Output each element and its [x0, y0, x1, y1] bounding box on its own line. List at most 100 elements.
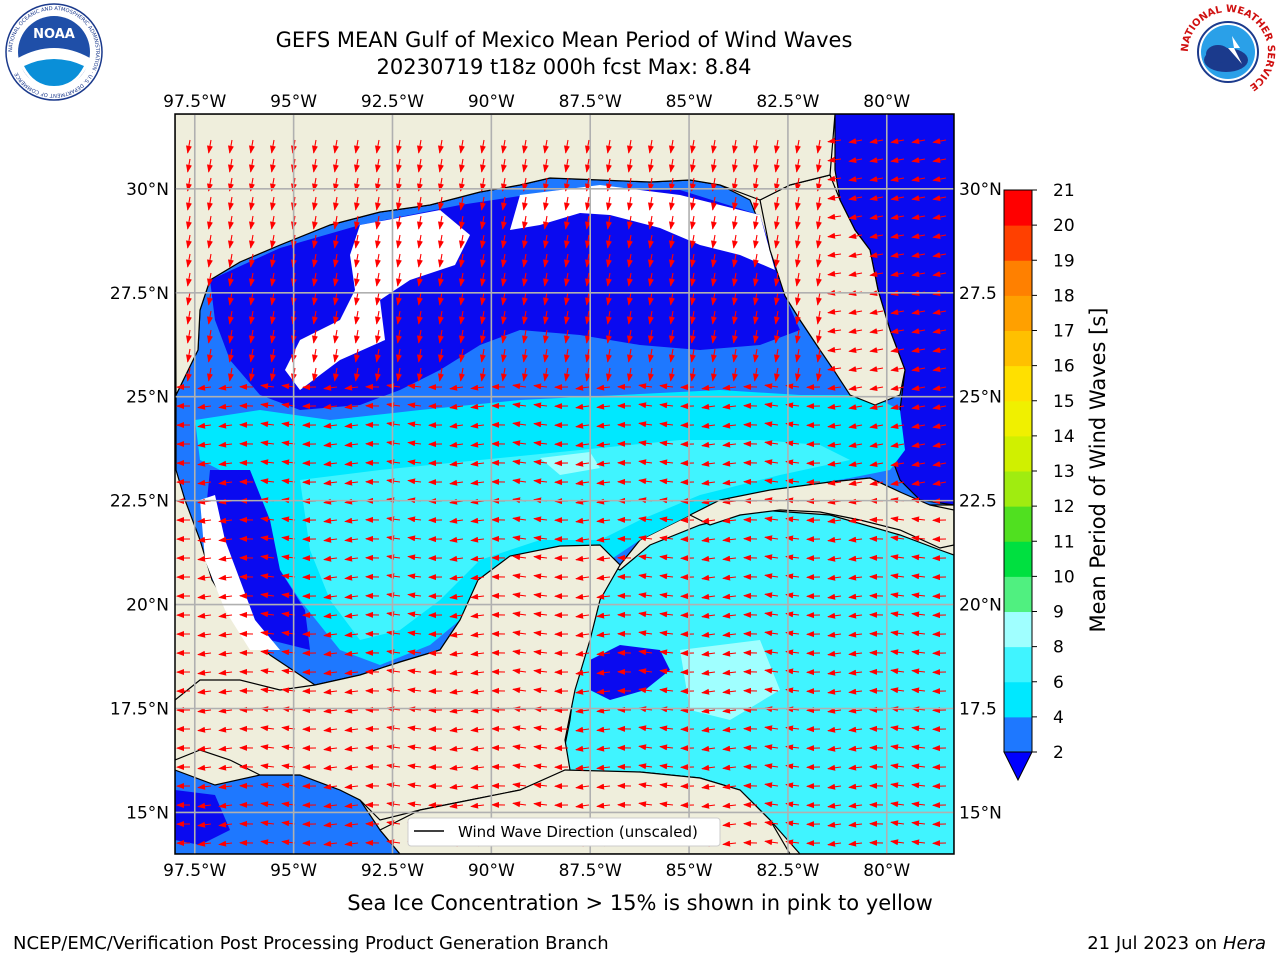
- wind-arrow: [605, 139, 612, 154]
- wind-arrow: [701, 612, 716, 619]
- wind-arrow: [227, 291, 234, 306]
- wind-arrow: [596, 460, 611, 467]
- wind-arrow: [638, 592, 653, 599]
- wind-arrow: [794, 139, 801, 154]
- wind-arrow: [323, 555, 338, 562]
- wind-arrow: [752, 253, 759, 268]
- wind-arrow: [848, 650, 863, 657]
- wind-arrow: [575, 612, 590, 619]
- wind-arrow: [659, 440, 674, 447]
- field-nodata-campeche: [200, 495, 280, 650]
- land-yucatan: [175, 544, 621, 821]
- wind-arrow: [731, 367, 738, 382]
- wind-arrow: [260, 478, 275, 485]
- wind-arrow: [323, 384, 338, 391]
- wind-arrow: [869, 157, 884, 164]
- wind-arrow: [626, 139, 633, 154]
- wind-arrow: [626, 215, 633, 230]
- wind-arrow: [344, 384, 359, 391]
- wind-arrow: [890, 385, 905, 392]
- wind-arrow: [227, 253, 234, 268]
- wind-arrow: [575, 536, 590, 543]
- wind-arrow: [668, 272, 675, 287]
- colorbar-under-extension: [1003, 751, 1033, 782]
- wind-arrow: [248, 234, 255, 249]
- wind-arrow: [449, 517, 464, 524]
- wind-arrow: [773, 234, 780, 249]
- wind-arrow: [827, 232, 842, 239]
- wind-arrow: [722, 688, 737, 695]
- wind-arrow: [827, 707, 842, 714]
- field-8-9-spot: [540, 452, 600, 475]
- wind-arrow: [911, 649, 926, 656]
- wind-arrow: [563, 291, 570, 306]
- wind-arrow: [710, 158, 717, 173]
- wind-arrow: [533, 440, 548, 447]
- wind-arrow: [731, 291, 738, 306]
- wind-arrow: [638, 649, 653, 656]
- wind-arrow: [512, 421, 527, 428]
- wind-arrow: [869, 252, 884, 259]
- wind-arrow: [407, 668, 422, 675]
- wind-arrow: [848, 688, 863, 695]
- lat-tick-right: 17.5: [959, 699, 997, 719]
- colorbar-tick-label: 2: [1053, 743, 1064, 763]
- wind-arrow: [353, 234, 360, 249]
- wind-arrow: [764, 535, 779, 542]
- lon-tick-top: 85°W: [666, 92, 713, 112]
- wind-arrow: [344, 745, 359, 752]
- wind-arrow: [827, 156, 842, 163]
- colorbar-band: [1004, 716, 1032, 753]
- wind-arrow: [827, 555, 842, 562]
- wind-arrow: [407, 478, 422, 485]
- wind-arrow: [668, 253, 675, 268]
- wind-arrow: [827, 194, 842, 201]
- wind-arrow: [533, 573, 548, 580]
- wind-arrow: [311, 329, 318, 344]
- wind-arrow: [185, 272, 192, 287]
- wind-arrow: [218, 726, 233, 733]
- wind-arrow: [701, 403, 716, 410]
- wind-arrow: [197, 707, 212, 714]
- wind-arrow: [890, 535, 905, 542]
- wind-arrow: [869, 214, 884, 221]
- wind-arrow: [197, 593, 212, 600]
- wind-arrow: [722, 726, 737, 733]
- wind-arrow: [815, 348, 822, 363]
- wind-arrow: [848, 214, 863, 221]
- wind-arrow: [386, 611, 401, 618]
- lat-tick-right: 25°N: [959, 388, 1002, 408]
- lat-tick-left: 30°N: [126, 180, 169, 200]
- wind-arrow: [731, 139, 738, 154]
- wind-arrow: [416, 291, 423, 306]
- wind-arrow: [269, 272, 276, 287]
- wind-arrow: [911, 611, 926, 618]
- wind-arrow: [311, 158, 318, 173]
- wind-arrow: [848, 138, 863, 145]
- map-panel: [175, 114, 954, 854]
- wind-arrow: [218, 669, 233, 676]
- wind-arrow: [869, 366, 884, 373]
- wind-arrow: [764, 421, 779, 428]
- wind-arrow: [890, 554, 905, 561]
- wind-arrow: [626, 272, 633, 287]
- wind-arrow: [731, 329, 738, 344]
- wind-arrow: [500, 234, 507, 249]
- wind-arrow: [932, 157, 947, 164]
- wind-arrow: [773, 272, 780, 287]
- wind-arrow: [449, 479, 464, 486]
- wind-arrow: [848, 252, 863, 259]
- wind-arrow: [542, 329, 549, 344]
- wind-arrow: [827, 251, 842, 258]
- wind-arrow: [386, 383, 401, 390]
- wind-arrow: [395, 367, 402, 382]
- wind-arrow: [869, 309, 884, 316]
- wind-arrow: [542, 234, 549, 249]
- wind-arrow: [218, 555, 233, 562]
- wind-arrow: [575, 631, 590, 638]
- colorbar-band: [1004, 260, 1032, 296]
- wind-arrow: [521, 253, 528, 268]
- wind-arrow: [911, 195, 926, 202]
- wind-arrow: [605, 158, 612, 173]
- wind-arrow: [374, 348, 381, 363]
